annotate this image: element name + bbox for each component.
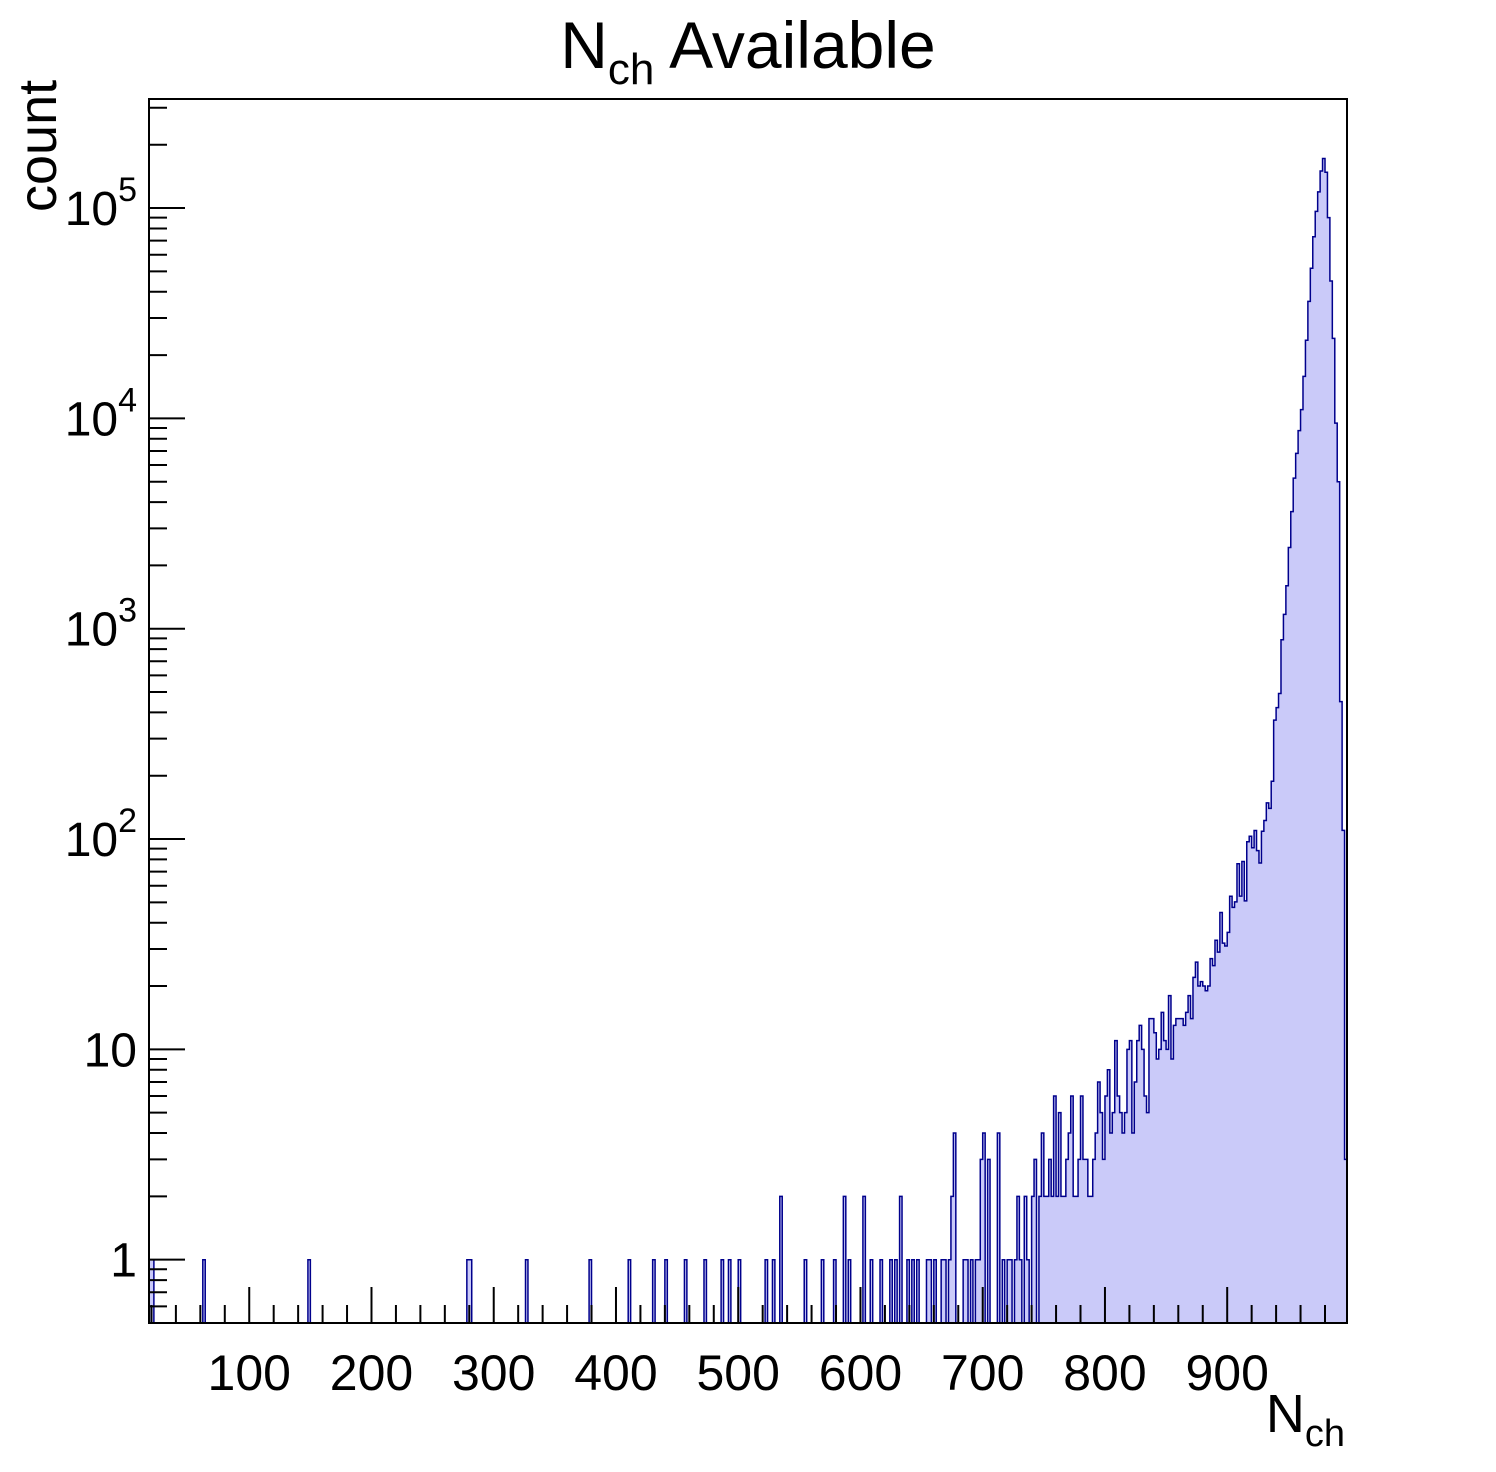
y-tick-label: 102: [65, 802, 137, 867]
y-tick-label: 10: [84, 1024, 137, 1077]
x-axis-title-subscript: ch: [1305, 1413, 1345, 1455]
x-tick-label: 500: [697, 1345, 780, 1401]
x-axis-title: Nch: [1266, 1384, 1345, 1455]
y-axis-title: count: [8, 80, 68, 212]
x-tick-label: 300: [452, 1345, 535, 1401]
x-tick-label: 200: [330, 1345, 413, 1401]
plot-area: 100 200 300 400 500 600 700 800 900 1 10 102 103 104 1…: [65, 98, 1348, 1401]
x-tick-label: 600: [819, 1345, 902, 1401]
chart-title: Nch Available: [560, 8, 936, 94]
histogram-series: [148, 157, 1348, 1324]
x-tick-label: 700: [941, 1345, 1024, 1401]
y-tick-label: 1: [110, 1235, 137, 1288]
plot-frame: [148, 98, 1348, 1324]
x-tick-label: 100: [208, 1345, 291, 1401]
y-tick-label: 105: [65, 171, 137, 236]
x-tick-label: 800: [1063, 1345, 1146, 1401]
y-tick-label: 103: [65, 592, 137, 657]
x-tick-label: 400: [574, 1345, 657, 1401]
x-tick-label: 900: [1185, 1345, 1268, 1401]
chart-title-subscript: ch: [608, 45, 654, 94]
y-tick-label: 104: [65, 381, 137, 446]
